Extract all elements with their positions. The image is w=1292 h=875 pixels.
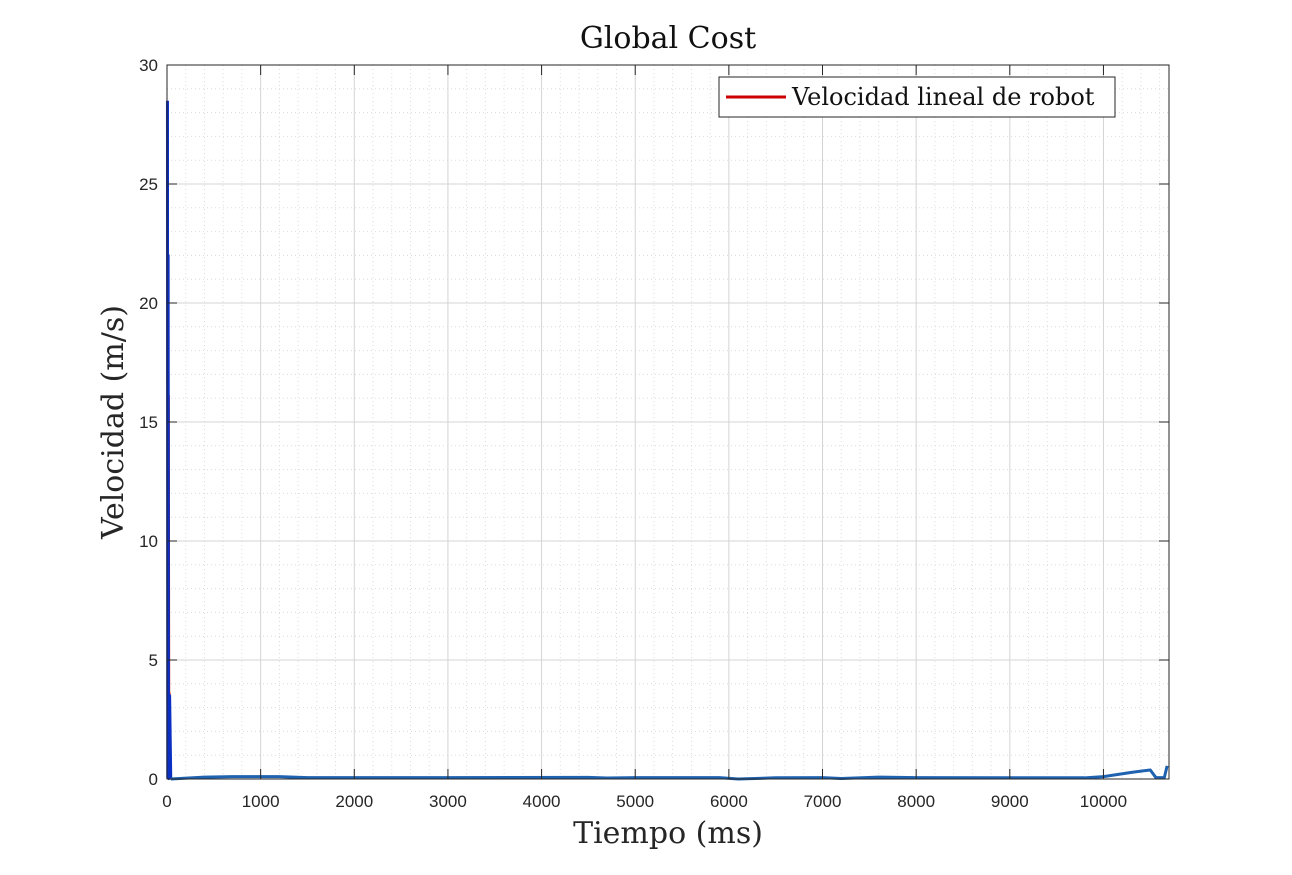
x-tick-label: 7000 [804, 792, 842, 811]
legend: Velocidad lineal de robot [718, 76, 1116, 118]
y-tick-label: 15 [139, 413, 158, 432]
x-tick-label: 1000 [242, 792, 280, 811]
y-tick-label: 5 [149, 651, 158, 670]
y-tick-label: 0 [149, 770, 158, 789]
plot-frame [166, 64, 1170, 780]
series-line-3 [170, 765, 1169, 781]
x-tick-label: 9000 [991, 792, 1029, 811]
x-tick-label: 2000 [335, 792, 373, 811]
series-layer [165, 100, 1169, 781]
x-tick-labels: 0 1000 2000 3000 4000 5000 6000 7000 8000 9000 100… [162, 792, 1127, 811]
y-tick-labels: 0 5 10 15 20 25 30 [139, 56, 158, 789]
x-tick-label: 0 [162, 792, 171, 811]
x-tick-label: 3000 [429, 792, 467, 811]
x-tick-label: 10000 [1080, 792, 1127, 811]
y-tick-label: 30 [139, 56, 158, 75]
y-tick-label: 10 [139, 532, 158, 551]
x-tick-label: 8000 [897, 792, 935, 811]
y-axis-title: Velocidad (m/s) [96, 305, 131, 540]
series-line-2 [165, 100, 173, 781]
legend-label: Velocidad lineal de robot [791, 83, 1095, 111]
x-tick-label: 4000 [523, 792, 561, 811]
x-tick-label: 5000 [616, 792, 654, 811]
y-tick-label: 25 [139, 175, 158, 194]
y-tick-label: 20 [139, 294, 158, 313]
x-axis-title: Tiempo (ms) [573, 816, 763, 851]
chart-title: Global Cost [580, 21, 756, 56]
x-tick-label: 6000 [710, 792, 748, 811]
